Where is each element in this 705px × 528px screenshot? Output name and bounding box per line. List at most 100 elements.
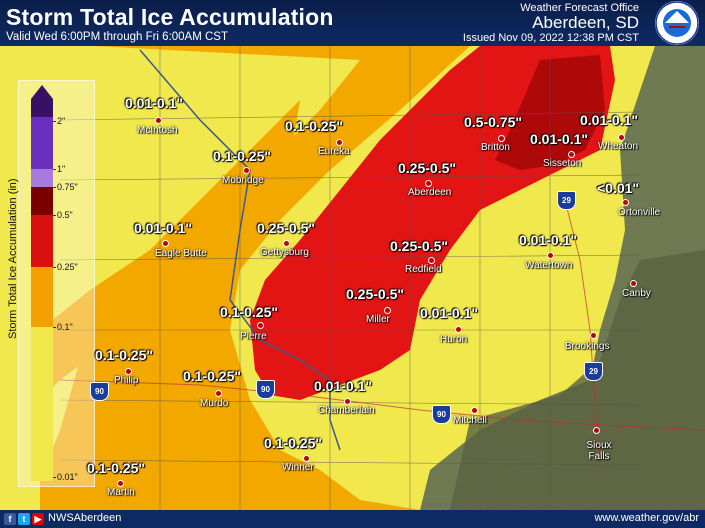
city-label: Ortonville <box>618 207 661 218</box>
legend: Storm Total Ice Accumulation (in) 2" 1" … <box>7 80 95 487</box>
city-label: Mitchell <box>453 415 487 426</box>
city-label: Wheaton <box>598 141 639 152</box>
legend-tickmark <box>53 187 56 188</box>
legend-tick: 0.01" <box>57 472 78 482</box>
city-marker <box>257 322 264 329</box>
city-label: Winner <box>282 462 314 473</box>
orange-zone <box>40 46 470 510</box>
city-marker <box>344 398 351 405</box>
city-marker <box>471 407 478 414</box>
map-attribution: Sources: Esri, Maxar, GeoEye, Earthstar … <box>425 502 695 507</box>
interstate-90 <box>59 379 705 431</box>
interstate-shield: 90 <box>256 380 275 399</box>
missouri-river <box>139 49 341 451</box>
range-label: 0.1-0.25" <box>264 435 323 451</box>
city-marker <box>547 252 554 259</box>
city-marker <box>162 240 169 247</box>
twitter-icon[interactable]: t <box>18 513 30 525</box>
office-location: Aberdeen, SD <box>532 13 639 32</box>
youtube-icon[interactable]: ▶ <box>32 513 44 525</box>
interstate-shield: 90 <box>432 405 451 424</box>
city-marker <box>630 280 637 287</box>
city-marker <box>303 455 310 462</box>
city-marker <box>125 368 132 375</box>
city-label: Gettysburg <box>260 247 309 258</box>
range-label: 0.01-0.1" <box>134 220 193 236</box>
page-title: Storm Total Ice Accumulation <box>6 4 334 30</box>
county-lines <box>59 46 641 510</box>
legend-tick: 0.5" <box>57 210 73 220</box>
city-label: McIntosh <box>137 125 178 136</box>
city-marker <box>593 427 600 434</box>
city-marker <box>618 134 625 141</box>
no-ice-area-dark <box>450 250 705 510</box>
range-label: 0.01-0.1" <box>580 112 639 128</box>
interstate-29 <box>564 199 601 471</box>
issued-time: Issued Nov 09, 2022 12:38 PM CST <box>462 32 639 44</box>
range-label: 0.25-0.5" <box>257 220 316 236</box>
range-label: <0.01" <box>597 180 640 196</box>
city-label: Brookings <box>565 341 610 352</box>
legend-tickmark <box>53 477 56 478</box>
legend-color-bar <box>31 85 53 481</box>
range-label: 0.1-0.25" <box>95 347 154 363</box>
city-label: Philip <box>114 375 139 386</box>
city-label: Aberdeen <box>408 187 452 198</box>
city-label: Redfield <box>405 264 442 275</box>
legend-tickmark <box>53 121 56 122</box>
legend-tickmark <box>53 169 56 170</box>
legend-tick: 2" <box>57 116 66 126</box>
office-label: Weather Forecast Office <box>520 2 639 14</box>
city-label: Sioux Falls <box>586 440 612 462</box>
range-label: 0.01-0.1" <box>519 232 578 248</box>
city-label: Pierre <box>240 331 267 342</box>
range-label: 0.1-0.25" <box>183 368 242 384</box>
range-label: 0.5-0.75" <box>464 114 523 130</box>
city-label: Britton <box>481 142 510 153</box>
valid-period: Valid Wed 6:00PM through Fri 6:00AM CST <box>6 31 229 43</box>
city-label: Eureka <box>318 146 350 157</box>
range-label: 0.1-0.25" <box>220 304 279 320</box>
nws-logo-icon <box>655 1 699 45</box>
city-marker <box>425 180 432 187</box>
city-label: Miller <box>366 314 390 325</box>
city-marker <box>622 199 629 206</box>
city-marker <box>215 390 222 397</box>
city-marker <box>117 480 124 487</box>
city-marker <box>155 117 162 124</box>
footer-bar: f t ▶ NWSAberdeen www.weather.gov/abr <box>0 510 705 528</box>
facebook-icon[interactable]: f <box>4 513 16 525</box>
city-label: Martin <box>107 487 135 498</box>
city-marker <box>243 167 250 174</box>
interstate-shield: 29 <box>584 362 603 381</box>
legend-title: Storm Total Ice Accumulation (in) <box>7 178 19 339</box>
range-label: 0.01-0.1" <box>314 378 373 394</box>
website-link[interactable]: www.weather.gov/abr <box>594 512 699 524</box>
city-marker <box>455 326 462 333</box>
city-label: Watertown <box>525 260 573 271</box>
city-marker <box>498 135 505 142</box>
city-label: Murdo <box>200 398 229 409</box>
city-label: Canby <box>622 288 651 299</box>
range-label: 0.01-0.1" <box>420 305 479 321</box>
legend-tickmark <box>53 215 56 216</box>
city-label: Chamberlain <box>318 405 375 416</box>
social-icons: f t ▶ <box>4 513 44 525</box>
range-label: 0.1-0.25" <box>87 460 146 476</box>
city-marker <box>336 139 343 146</box>
city-marker <box>283 240 290 247</box>
legend-tickmark <box>53 267 56 268</box>
orange-zone-left <box>40 100 300 400</box>
city-label: Sisseton <box>543 158 582 169</box>
interstate-shield: 29 <box>557 191 576 210</box>
range-label: 0.25-0.5" <box>398 160 457 176</box>
legend-tick: 0.25" <box>57 262 78 272</box>
legend-tick: 0.75" <box>57 182 78 192</box>
social-handle[interactable]: NWSAberdeen <box>48 512 122 524</box>
legend-tick: 0.1" <box>57 322 73 332</box>
range-label: 0.25-0.5" <box>346 286 405 302</box>
interstate-shield: 90 <box>90 382 109 401</box>
range-label: 0.1-0.25" <box>285 118 344 134</box>
city-marker <box>384 307 391 314</box>
